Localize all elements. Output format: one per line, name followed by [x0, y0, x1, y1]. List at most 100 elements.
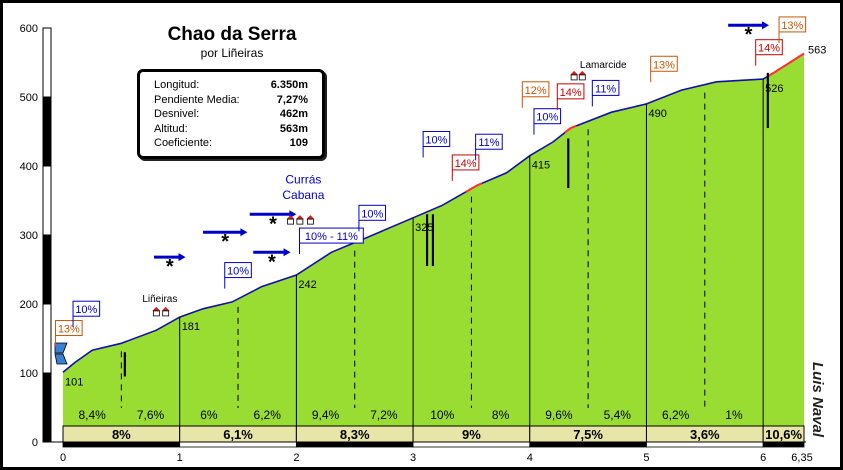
slope-flag-label: 10% — [227, 266, 249, 278]
y-tick-label: 0 — [32, 437, 38, 449]
chart-subtitle: por Liñeiras — [201, 46, 264, 60]
km-slope-label: 3,6% — [690, 427, 720, 442]
km-slope-label: 6,1% — [223, 427, 253, 442]
x-axis-segment — [179, 441, 297, 448]
slope-flag-box — [556, 83, 585, 100]
slope-flag-box — [298, 227, 364, 244]
slope-flag-label: 10% - 11% — [305, 231, 358, 243]
y-axis-segment — [42, 303, 52, 374]
half-km-slope-label: 7,6% — [137, 408, 165, 422]
place-labels: Liñeiras Currás Cabana Lamarcide — [142, 60, 627, 305]
x-tick-label: 3 — [410, 452, 416, 464]
stat-label: Longitud: — [154, 79, 200, 91]
steep-segments — [465, 52, 805, 193]
y-tick-label: 200 — [20, 299, 38, 311]
x-axis-segment — [412, 441, 531, 448]
slope-flag-label: 10% — [75, 304, 97, 316]
asterisk-marker: * — [268, 251, 276, 273]
km-dividers — [120, 79, 764, 426]
house-roof-icon — [161, 306, 170, 311]
house-icon — [306, 218, 314, 225]
house-roof-icon — [286, 215, 295, 220]
point-labels: 101 181 242 325 415 490 526 563 — [65, 45, 826, 389]
slope-flag-label: 14% — [560, 87, 582, 99]
stat-altitude: Altitud: 563m — [154, 122, 308, 137]
house-roof-icon — [306, 215, 315, 220]
slope-flag-label: 10% — [536, 112, 558, 124]
km-altitude-label: 526 — [765, 83, 783, 95]
x-tick-label: 4 — [527, 452, 533, 464]
axes — [42, 27, 806, 448]
stat-climb: Desnivel: 462m — [154, 107, 308, 122]
arrow-head — [240, 228, 248, 237]
chart-title: Chao da Serra — [168, 24, 297, 45]
slope-flag-box — [358, 204, 387, 221]
slope-flag-label: 14% — [455, 158, 477, 170]
stat-avg-slope: Pendiente Media: 7,27% — [154, 93, 308, 108]
y-axis-segment — [42, 27, 52, 98]
start-icon — [54, 342, 68, 354]
slope-flag-label: 10% — [425, 134, 447, 146]
km-slope-label: 9% — [462, 427, 481, 442]
slope-flag-label: 13% — [653, 59, 675, 71]
x-tick-label: 6 — [760, 452, 766, 464]
steep-segment — [768, 52, 805, 77]
x-tick-label: 0 — [60, 452, 66, 464]
km-slope-label: 7,5% — [573, 427, 603, 442]
km-altitude-label: 563 — [808, 45, 826, 57]
arrow-head — [283, 248, 291, 257]
house-icon — [570, 74, 578, 81]
stats-box: Longitud: 6.350m Pendiente Media: 7,27% De… — [137, 69, 325, 159]
y-tick-label: 100 — [20, 368, 38, 380]
stat-coefficient: Coeficiente: 109 — [154, 136, 308, 151]
km-slope-label: 8% — [112, 427, 131, 442]
start-icon — [54, 353, 68, 365]
stat-value: 109 — [289, 137, 308, 150]
stat-value: 6.350m — [270, 79, 308, 91]
stat-label: Altitud: — [154, 122, 188, 135]
slope-flag-box — [55, 320, 83, 337]
half-km-slope-label: 6% — [200, 408, 218, 422]
slope-flag-label: 12% — [525, 85, 547, 97]
x-tick-label: 1 — [177, 452, 183, 464]
steep-segment — [564, 124, 577, 134]
stat-label: Coeficiente: — [154, 137, 213, 150]
steep-segment — [465, 182, 483, 193]
x-tick-label: 6,35 — [791, 452, 812, 464]
slope-flag-label: 11% — [478, 137, 499, 149]
stat-label: Pendiente Media: — [154, 93, 240, 106]
house-roof-icon — [578, 70, 587, 75]
slope-flag-box — [72, 300, 101, 317]
y-axis-segment — [42, 96, 52, 167]
arrow-head — [761, 21, 769, 30]
slope-flag-box — [755, 39, 783, 56]
half-km-slope-label: 8% — [492, 408, 510, 422]
house-icon — [152, 310, 160, 317]
y-tick-label: 600 — [20, 23, 38, 35]
asterisk-marker: * — [166, 256, 174, 278]
slope-flag-box — [475, 133, 503, 150]
slope-flag-box — [521, 81, 550, 98]
slope-flag-box — [533, 108, 562, 125]
place-label: Liñeiras — [142, 294, 177, 305]
markers: * * * * * — [54, 21, 769, 377]
slope-flag-box — [422, 130, 451, 147]
house-roof-icon — [152, 306, 161, 311]
place-label: Cabana — [282, 188, 324, 202]
slope-flag-box — [650, 55, 678, 72]
arrow-head — [178, 253, 186, 262]
slope-flag-label: 14% — [758, 43, 780, 55]
half-km-slope-label: 6,2% — [254, 408, 282, 422]
asterisk-marker: * — [269, 213, 277, 235]
stat-value: 7,27% — [276, 93, 308, 106]
house-icon — [578, 74, 586, 81]
x-axis-segment — [529, 441, 647, 448]
slope-flag-label: 13% — [58, 324, 80, 336]
km-slope-band: 8% 6,1% 8,3% 9% 7,5% 3,6% 10,6% — [62, 425, 805, 443]
profile-line — [62, 52, 805, 373]
slope-flag-box — [224, 262, 252, 279]
asterisk-marker: * — [745, 24, 753, 46]
x-axis-segment — [295, 441, 414, 448]
km-slope-cell — [762, 425, 805, 443]
